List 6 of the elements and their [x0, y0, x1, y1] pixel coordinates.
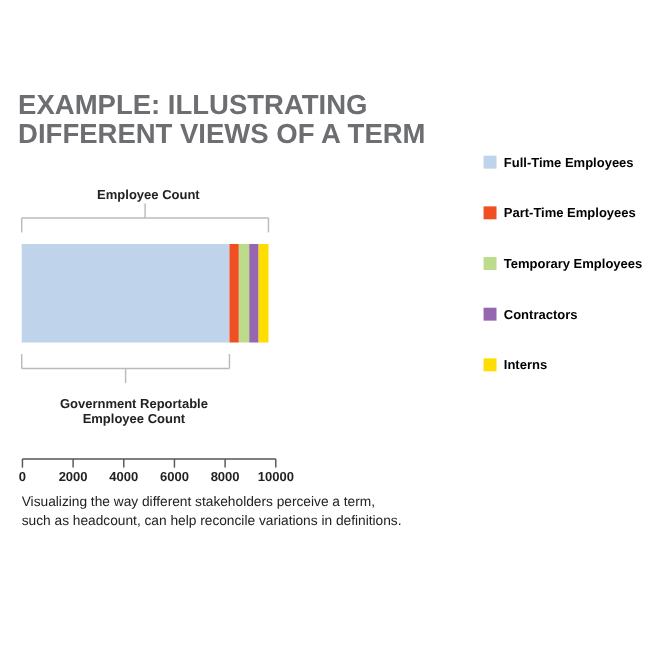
bar — [21, 243, 230, 343]
chart-title: EXAMPLE: ILLUSTRATING DIFFERENT VIEWS OF A TERM — [18, 89, 426, 149]
bar — [238, 243, 250, 343]
bar — [229, 243, 239, 343]
bar — [249, 243, 259, 343]
bar — [258, 243, 269, 343]
